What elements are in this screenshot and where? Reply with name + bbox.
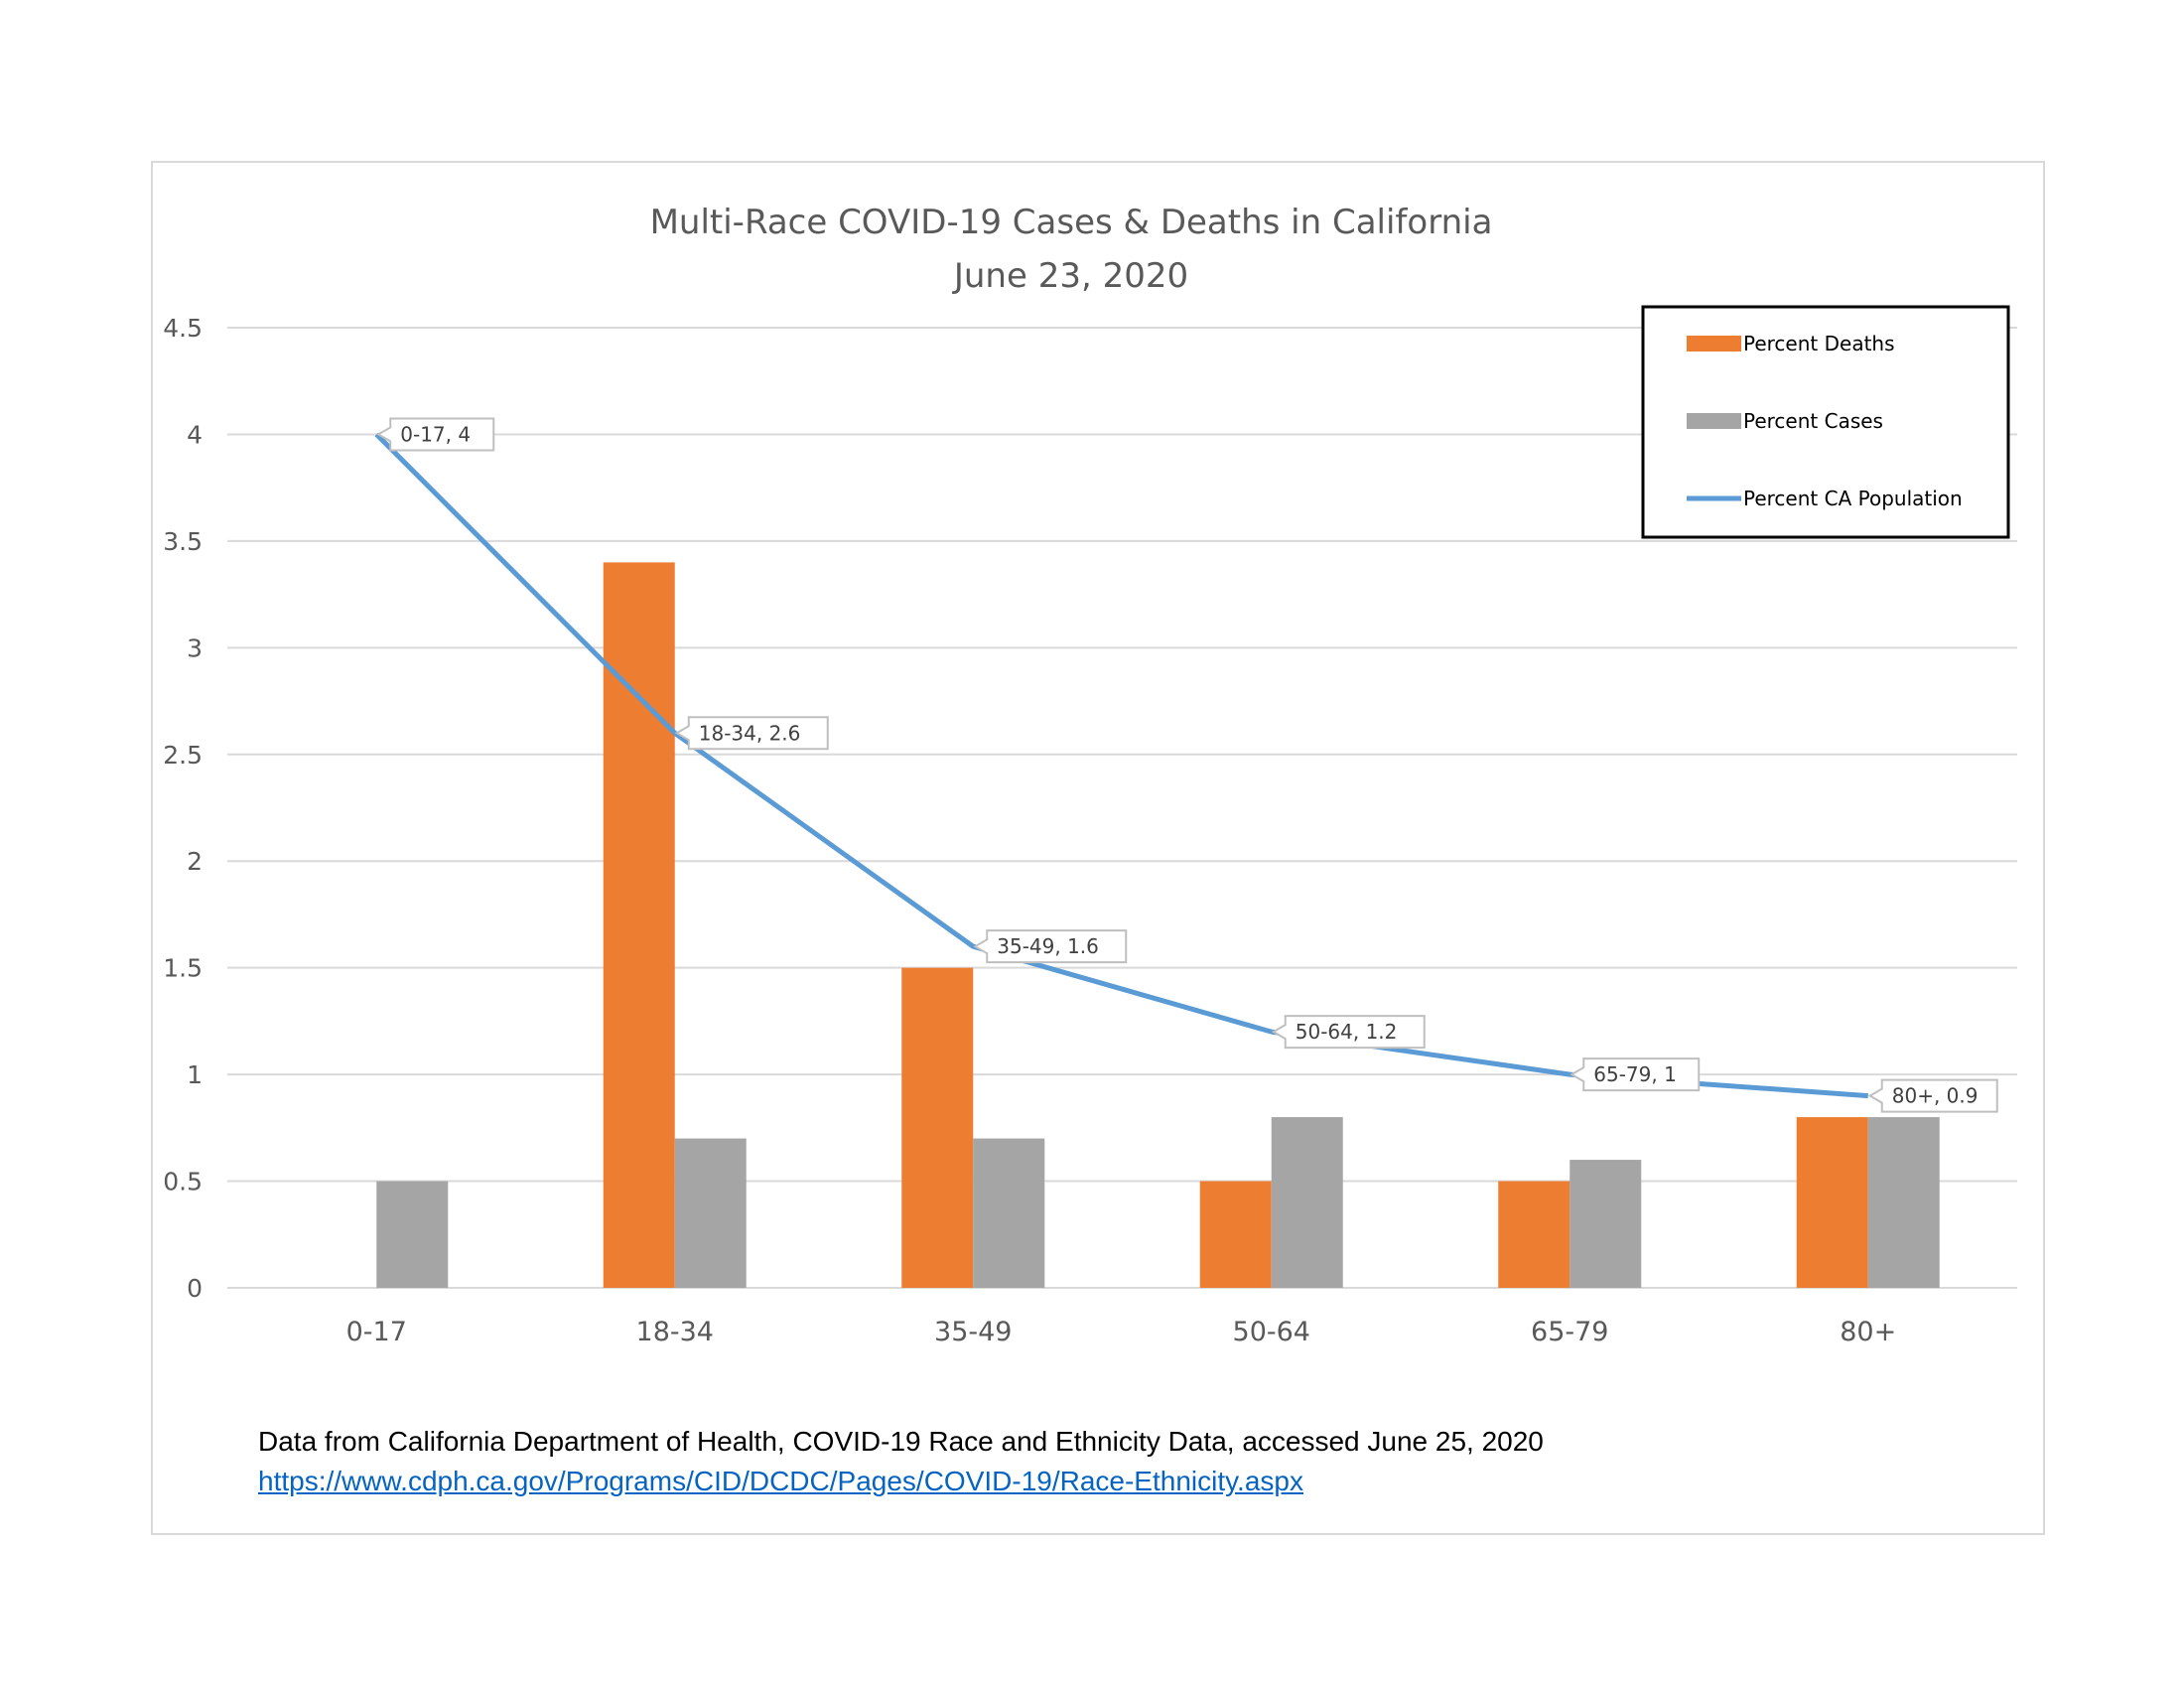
cases-bar — [376, 1181, 449, 1288]
y-tick-label: 3 — [187, 633, 203, 662]
y-tick-label: 3.5 — [163, 527, 203, 556]
data-label-callout — [1271, 1015, 1426, 1050]
data-label-text: 35-49, 1.6 — [997, 934, 1099, 958]
x-tick-label: 35-49 — [934, 1317, 1012, 1347]
x-tick-label: 65-79 — [1531, 1317, 1608, 1347]
chart-title: Multi-Race COVID-19 Cases & Deaths in Ca… — [650, 203, 1493, 242]
x-tick-label: 50-64 — [1233, 1317, 1310, 1347]
legend-label: Percent CA Population — [1743, 487, 1963, 510]
chart-frame: Multi-Race COVID-19 Cases & Deaths in Ca… — [151, 161, 2045, 1535]
legend: Percent Deaths Percent Cases Percent CA Po… — [1641, 305, 2010, 539]
deaths-bar — [1199, 1181, 1272, 1288]
population-data-label: 18-34, 2.6 — [674, 716, 829, 751]
y-tick-label: 1 — [187, 1060, 203, 1089]
data-label-callout — [1867, 1078, 1998, 1113]
x-axis-ticks: 0-17 18-34 35-49 50-64 65-79 80+ — [346, 1317, 1897, 1347]
population-data-label: 35-49, 1.6 — [973, 929, 1128, 964]
y-tick-label: 0.5 — [163, 1168, 203, 1196]
chart-subtitle: June 23, 2020 — [952, 256, 1188, 296]
deaths-bar — [901, 967, 974, 1288]
data-label-text: 0-17, 4 — [400, 422, 471, 446]
data-label-callout — [973, 929, 1128, 964]
deaths-bar — [1498, 1181, 1570, 1288]
data-label-callout — [1570, 1057, 1701, 1092]
cases-bar — [1570, 1160, 1642, 1288]
y-axis-ticks: 0 0.5 1 1.5 2 2.5 3 3.5 4 4.5 — [163, 314, 203, 1303]
source-text: Data from California Department of Healt… — [258, 1426, 1544, 1457]
cases-bar — [973, 1138, 1045, 1288]
legend-swatch — [1687, 413, 1741, 429]
population-data-label: 65-79, 1 — [1570, 1057, 1701, 1092]
x-tick-label: 80+ — [1840, 1317, 1896, 1347]
y-tick-label: 4.5 — [163, 314, 203, 343]
data-label-callout — [674, 716, 829, 751]
data-label-callout — [376, 417, 495, 452]
data-label-text: 80+, 0.9 — [1892, 1084, 1979, 1108]
legend-label: Percent Cases — [1743, 409, 1883, 433]
y-tick-label: 0 — [187, 1274, 203, 1303]
cases-bar — [1271, 1117, 1343, 1288]
legend-label: Percent Deaths — [1743, 332, 1895, 355]
x-tick-label: 0-17 — [346, 1317, 407, 1347]
deaths-bar — [603, 562, 675, 1288]
y-tick-label: 2 — [187, 847, 203, 876]
y-tick-label: 4 — [187, 420, 203, 449]
deaths-bar — [1796, 1117, 1868, 1288]
population-data-label: 80+, 0.9 — [1867, 1078, 1998, 1113]
data-label-text: 50-64, 1.2 — [1296, 1020, 1398, 1044]
data-label-text: 65-79, 1 — [1593, 1062, 1677, 1086]
x-tick-label: 18-34 — [636, 1317, 714, 1347]
data-labels: 0-17, 4 18-34, 2.6 35-49, 1.6 50-64, 1.2 65-… — [376, 417, 1998, 1113]
cases-bar — [1867, 1117, 1940, 1288]
source-link[interactable]: https://www.cdph.ca.gov/Programs/CID/DCD… — [258, 1466, 1303, 1496]
population-data-label: 0-17, 4 — [376, 417, 495, 452]
y-tick-label: 1.5 — [163, 954, 203, 983]
chart-canvas: Multi-Race COVID-19 Cases & Deaths in Ca… — [163, 203, 2017, 1347]
y-tick-label: 2.5 — [163, 741, 203, 770]
data-label-text: 18-34, 2.6 — [699, 721, 801, 745]
legend-swatch — [1687, 336, 1741, 352]
source-note: Data from California Department of Healt… — [258, 1422, 1946, 1501]
population-data-label: 50-64, 1.2 — [1271, 1015, 1426, 1050]
bars — [376, 562, 1940, 1288]
cases-bar — [674, 1138, 747, 1288]
